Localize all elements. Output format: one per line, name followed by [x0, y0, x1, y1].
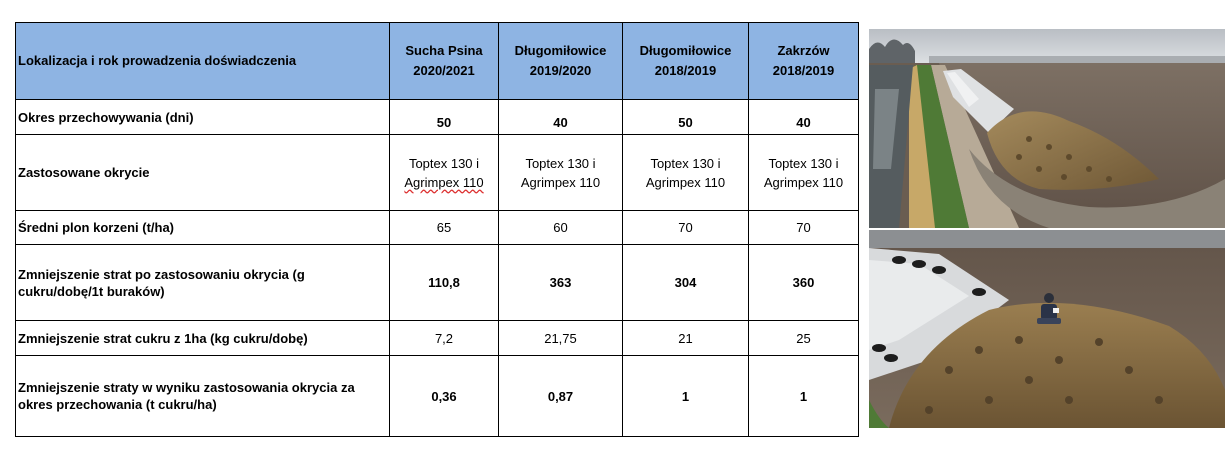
table-row: Okres przechowywania (dni) 50 40 50 40	[15, 99, 859, 135]
table-cell: Toptex 130 i Agrimpex 110	[498, 134, 623, 211]
header-location: Zakrzów 2018/2019	[748, 22, 859, 100]
covered-beet-pile-photo-image	[869, 29, 1225, 228]
table-row: Zmniejszenie straty w wyniku zastosowani…	[15, 355, 859, 437]
covered-beet-pile-photo	[869, 29, 1225, 228]
cover-line: Agrimpex 110	[404, 174, 484, 190]
location-name: Długomiłowice	[514, 43, 607, 58]
table-cell: 25	[748, 320, 859, 356]
table-cell: 304	[622, 244, 749, 321]
header-location: Długomiłowice 2018/2019	[622, 22, 749, 100]
results-table: Lokalizacja i rok prowadzenia doświadcze…	[15, 22, 859, 437]
row-label: Średni plon korzeni (t/ha)	[15, 210, 390, 245]
location-name: Sucha Psina	[405, 43, 483, 58]
table-cell: 360	[748, 244, 859, 321]
row-label: Zmniejszenie strat po zastosowaniu okryc…	[15, 244, 390, 321]
table-cell: 50	[622, 99, 749, 135]
table-cell: Toptex 130 i Agrimpex 110	[389, 134, 499, 211]
table-cell: 7,2	[389, 320, 499, 356]
table-cell: 21,75	[498, 320, 623, 356]
table-cell: 70	[748, 210, 859, 245]
table-row: Średni plon korzeni (t/ha) 65 60 70 70	[15, 210, 859, 245]
location-years: 2018/2019	[654, 63, 717, 78]
cover-line: Toptex 130 i	[650, 155, 721, 171]
location-years: 2019/2020	[529, 63, 592, 78]
header-location: Sucha Psina 2020/2021	[389, 22, 499, 100]
table-cell: 110,8	[389, 244, 499, 321]
person-figure	[1037, 293, 1061, 324]
cover-line: Agrimpex 110	[763, 174, 844, 190]
row-label: Zmniejszenie strat cukru z 1ha (kg cukru…	[15, 320, 390, 356]
table-cell: 50	[389, 99, 499, 135]
table-cell: 1	[748, 355, 859, 437]
table-header-row: Lokalizacja i rok prowadzenia doświadcze…	[15, 22, 859, 100]
table-cell: 0,87	[498, 355, 623, 437]
table-row: Zmniejszenie strat po zastosowaniu okryc…	[15, 244, 859, 321]
row-label: Zastosowane okrycie	[15, 134, 390, 211]
location-years: 2018/2019	[772, 63, 835, 78]
table-cell: 40	[748, 99, 859, 135]
beet-pile-inspection-photo	[869, 230, 1225, 428]
table-row: Zastosowane okrycie Toptex 130 i Agrimpe…	[15, 134, 859, 211]
table-cell: 21	[622, 320, 749, 356]
cover-line: Toptex 130 i	[768, 155, 839, 171]
cover-line: Agrimpex 110	[645, 174, 726, 190]
header-location: Długomiłowice 2019/2020	[498, 22, 623, 100]
table-cell: Toptex 130 i Agrimpex 110	[748, 134, 859, 211]
table-cell: 40	[498, 99, 623, 135]
table-cell: 1	[622, 355, 749, 437]
table-cell: 70	[622, 210, 749, 245]
table-cell: 363	[498, 244, 623, 321]
row-label: Okres przechowywania (dni)	[15, 99, 390, 135]
table-cell: 65	[389, 210, 499, 245]
beet-pile-inspection-photo-image	[869, 230, 1225, 428]
cover-line: Toptex 130 i	[408, 155, 480, 171]
table-cell: 60	[498, 210, 623, 245]
location-name: Długomiłowice	[639, 43, 732, 58]
cover-line: Toptex 130 i	[525, 155, 596, 171]
table-row: Zmniejszenie strat cukru z 1ha (kg cukru…	[15, 320, 859, 356]
row-label: Zmniejszenie straty w wyniku zastosowani…	[15, 355, 390, 437]
header-label: Lokalizacja i rok prowadzenia doświadcze…	[15, 22, 390, 100]
cover-line: Agrimpex 110	[520, 174, 601, 190]
table-cell: Toptex 130 i Agrimpex 110	[622, 134, 749, 211]
location-name: Zakrzów	[777, 43, 830, 58]
table-cell: 0,36	[389, 355, 499, 437]
location-years: 2020/2021	[413, 63, 475, 78]
